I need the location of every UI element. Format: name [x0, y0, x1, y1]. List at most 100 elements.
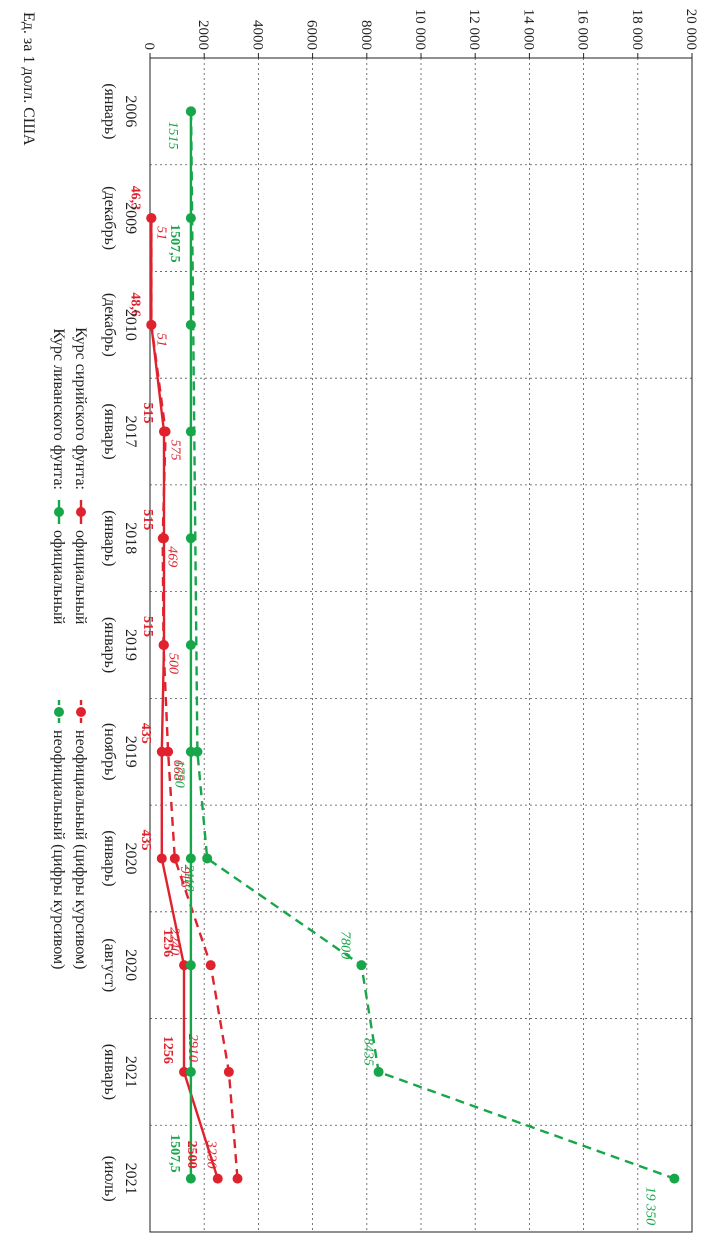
x-tick-label: 2019: [122, 736, 139, 768]
data-label: 515: [140, 509, 155, 530]
data-label: 916: [177, 866, 192, 887]
data-label: 1256: [160, 1036, 175, 1064]
data-label: 19 350: [642, 1187, 657, 1226]
x-tick-label: 2010: [122, 309, 139, 341]
x-tick-label: (август): [101, 938, 118, 992]
data-point: [185, 640, 196, 650]
y-tick-label: 4000: [249, 20, 265, 50]
x-tick-label: 2020: [122, 949, 139, 981]
x-tick-label: (январь): [101, 830, 118, 886]
data-point: [185, 1173, 196, 1184]
data-label: 469: [165, 546, 180, 567]
y-tick-label: 14 000: [520, 9, 536, 50]
y-tick-label: 12 000: [466, 9, 482, 50]
x-tick-label: 2017: [122, 416, 139, 448]
data-label: 8435: [361, 1038, 376, 1066]
y-tick-label: 0: [141, 43, 157, 51]
data-label: 668: [170, 760, 185, 781]
data-label: 51: [153, 333, 168, 347]
data-label: 2500: [184, 1141, 199, 1169]
data-label: 51: [153, 226, 168, 240]
data-point: [169, 853, 180, 864]
data-label: 1256: [160, 929, 175, 957]
y-tick-label: 18 000: [629, 9, 645, 50]
x-tick-label: 2021: [122, 1163, 139, 1195]
legend-entry-label: неофициальный (цифры курсивом): [72, 730, 89, 970]
series-line-leb-unofficial: [189, 111, 675, 1180]
x-tick-label: 2020: [122, 842, 139, 874]
data-label: 2910: [185, 1034, 200, 1062]
x-tick-label: (ноябрь): [101, 723, 118, 781]
legend-swatch-marker: [54, 707, 64, 717]
data-point: [212, 1173, 223, 1184]
x-tick-label: 2009: [122, 202, 139, 234]
data-point: [202, 853, 213, 864]
grid-layer: [150, 58, 693, 1232]
data-label: 500: [166, 653, 181, 674]
x-tick-label: (январь): [101, 617, 118, 673]
x-tick-label: (январь): [101, 510, 118, 566]
legend-swatch-marker: [76, 707, 86, 717]
y-axis-label: Ед. за 1 долл. США: [20, 12, 37, 146]
x-tick-label: 2019: [122, 629, 139, 661]
data-point: [185, 213, 196, 224]
data-point: [146, 319, 157, 330]
x-tick-label: 2006: [122, 95, 139, 127]
x-tick-label: (декабрь): [101, 186, 118, 250]
data-point: [223, 1066, 234, 1077]
data-point: [185, 1066, 196, 1077]
data-label: 2240: [167, 927, 182, 955]
data-point: [185, 533, 196, 544]
data-point: [157, 533, 168, 544]
data-label: 1507,5: [167, 1134, 182, 1173]
data-point: [373, 1066, 384, 1077]
x-tick-label: (январь): [101, 403, 118, 459]
legend-entry-label: официальный: [72, 530, 89, 625]
data-point: [158, 640, 169, 650]
series-layer: [146, 106, 680, 1184]
data-point: [146, 213, 157, 224]
data-label: 2110: [181, 864, 196, 891]
data-point: [356, 960, 367, 971]
data-label: 435: [138, 829, 153, 850]
y-tick-label: 6000: [304, 20, 320, 50]
data-point: [186, 106, 197, 117]
x-tick-label: 2021: [122, 1056, 139, 1088]
y-tick-label: 8000: [358, 20, 374, 50]
y-tick-label: 2000: [195, 20, 211, 50]
data-label: 515: [140, 403, 155, 424]
legend-entry-label: официальный: [50, 530, 67, 625]
data-point: [205, 960, 216, 971]
data-label: 48,6: [127, 292, 142, 317]
legend: Курс сирийского фунта: официальный неофици…: [50, 327, 89, 969]
legend-entry-label: неофициальный (цифры курсивом): [50, 730, 67, 970]
legend-group-label: Курс сирийского фунта:: [72, 327, 89, 490]
data-point: [160, 426, 171, 437]
series-line-syr-official: [150, 218, 219, 1179]
x-tick-label: (январь): [101, 1044, 118, 1100]
series-line-syr-unofficial: [150, 218, 239, 1179]
legend-swatch-marker: [54, 507, 64, 517]
x-tick-labels: 2006(январь)2009(декабрь)2010(декабрь)20…: [101, 83, 139, 1201]
data-label: 575: [168, 440, 183, 461]
data-label: 1750: [171, 760, 186, 788]
data-point: [185, 960, 196, 971]
data-point: [192, 746, 203, 757]
legend-group-label: Курс ливанского фунта:: [50, 328, 67, 490]
data-label: 1515: [165, 121, 180, 149]
data-label: 1507,5: [167, 224, 182, 263]
y-tick-label: 16 000: [575, 9, 591, 50]
data-labels-layer: 46,3 48,6 515 515 515 435 435 1256 1256 2500 51 51 5…: [127, 121, 657, 1225]
y-tick-label: 10 000: [412, 9, 428, 50]
legend-swatch-marker: [76, 507, 86, 517]
data-point: [232, 1173, 243, 1184]
plot-frame: [149, 57, 693, 1233]
x-tick-label: (декабрь): [101, 293, 118, 357]
x-tick-label: (январь): [101, 83, 118, 139]
x-tick-label: 2018: [122, 522, 139, 554]
data-label: 435: [138, 723, 153, 744]
x-tick-label: (июль): [101, 1156, 118, 1202]
data-label: 515: [140, 616, 155, 637]
